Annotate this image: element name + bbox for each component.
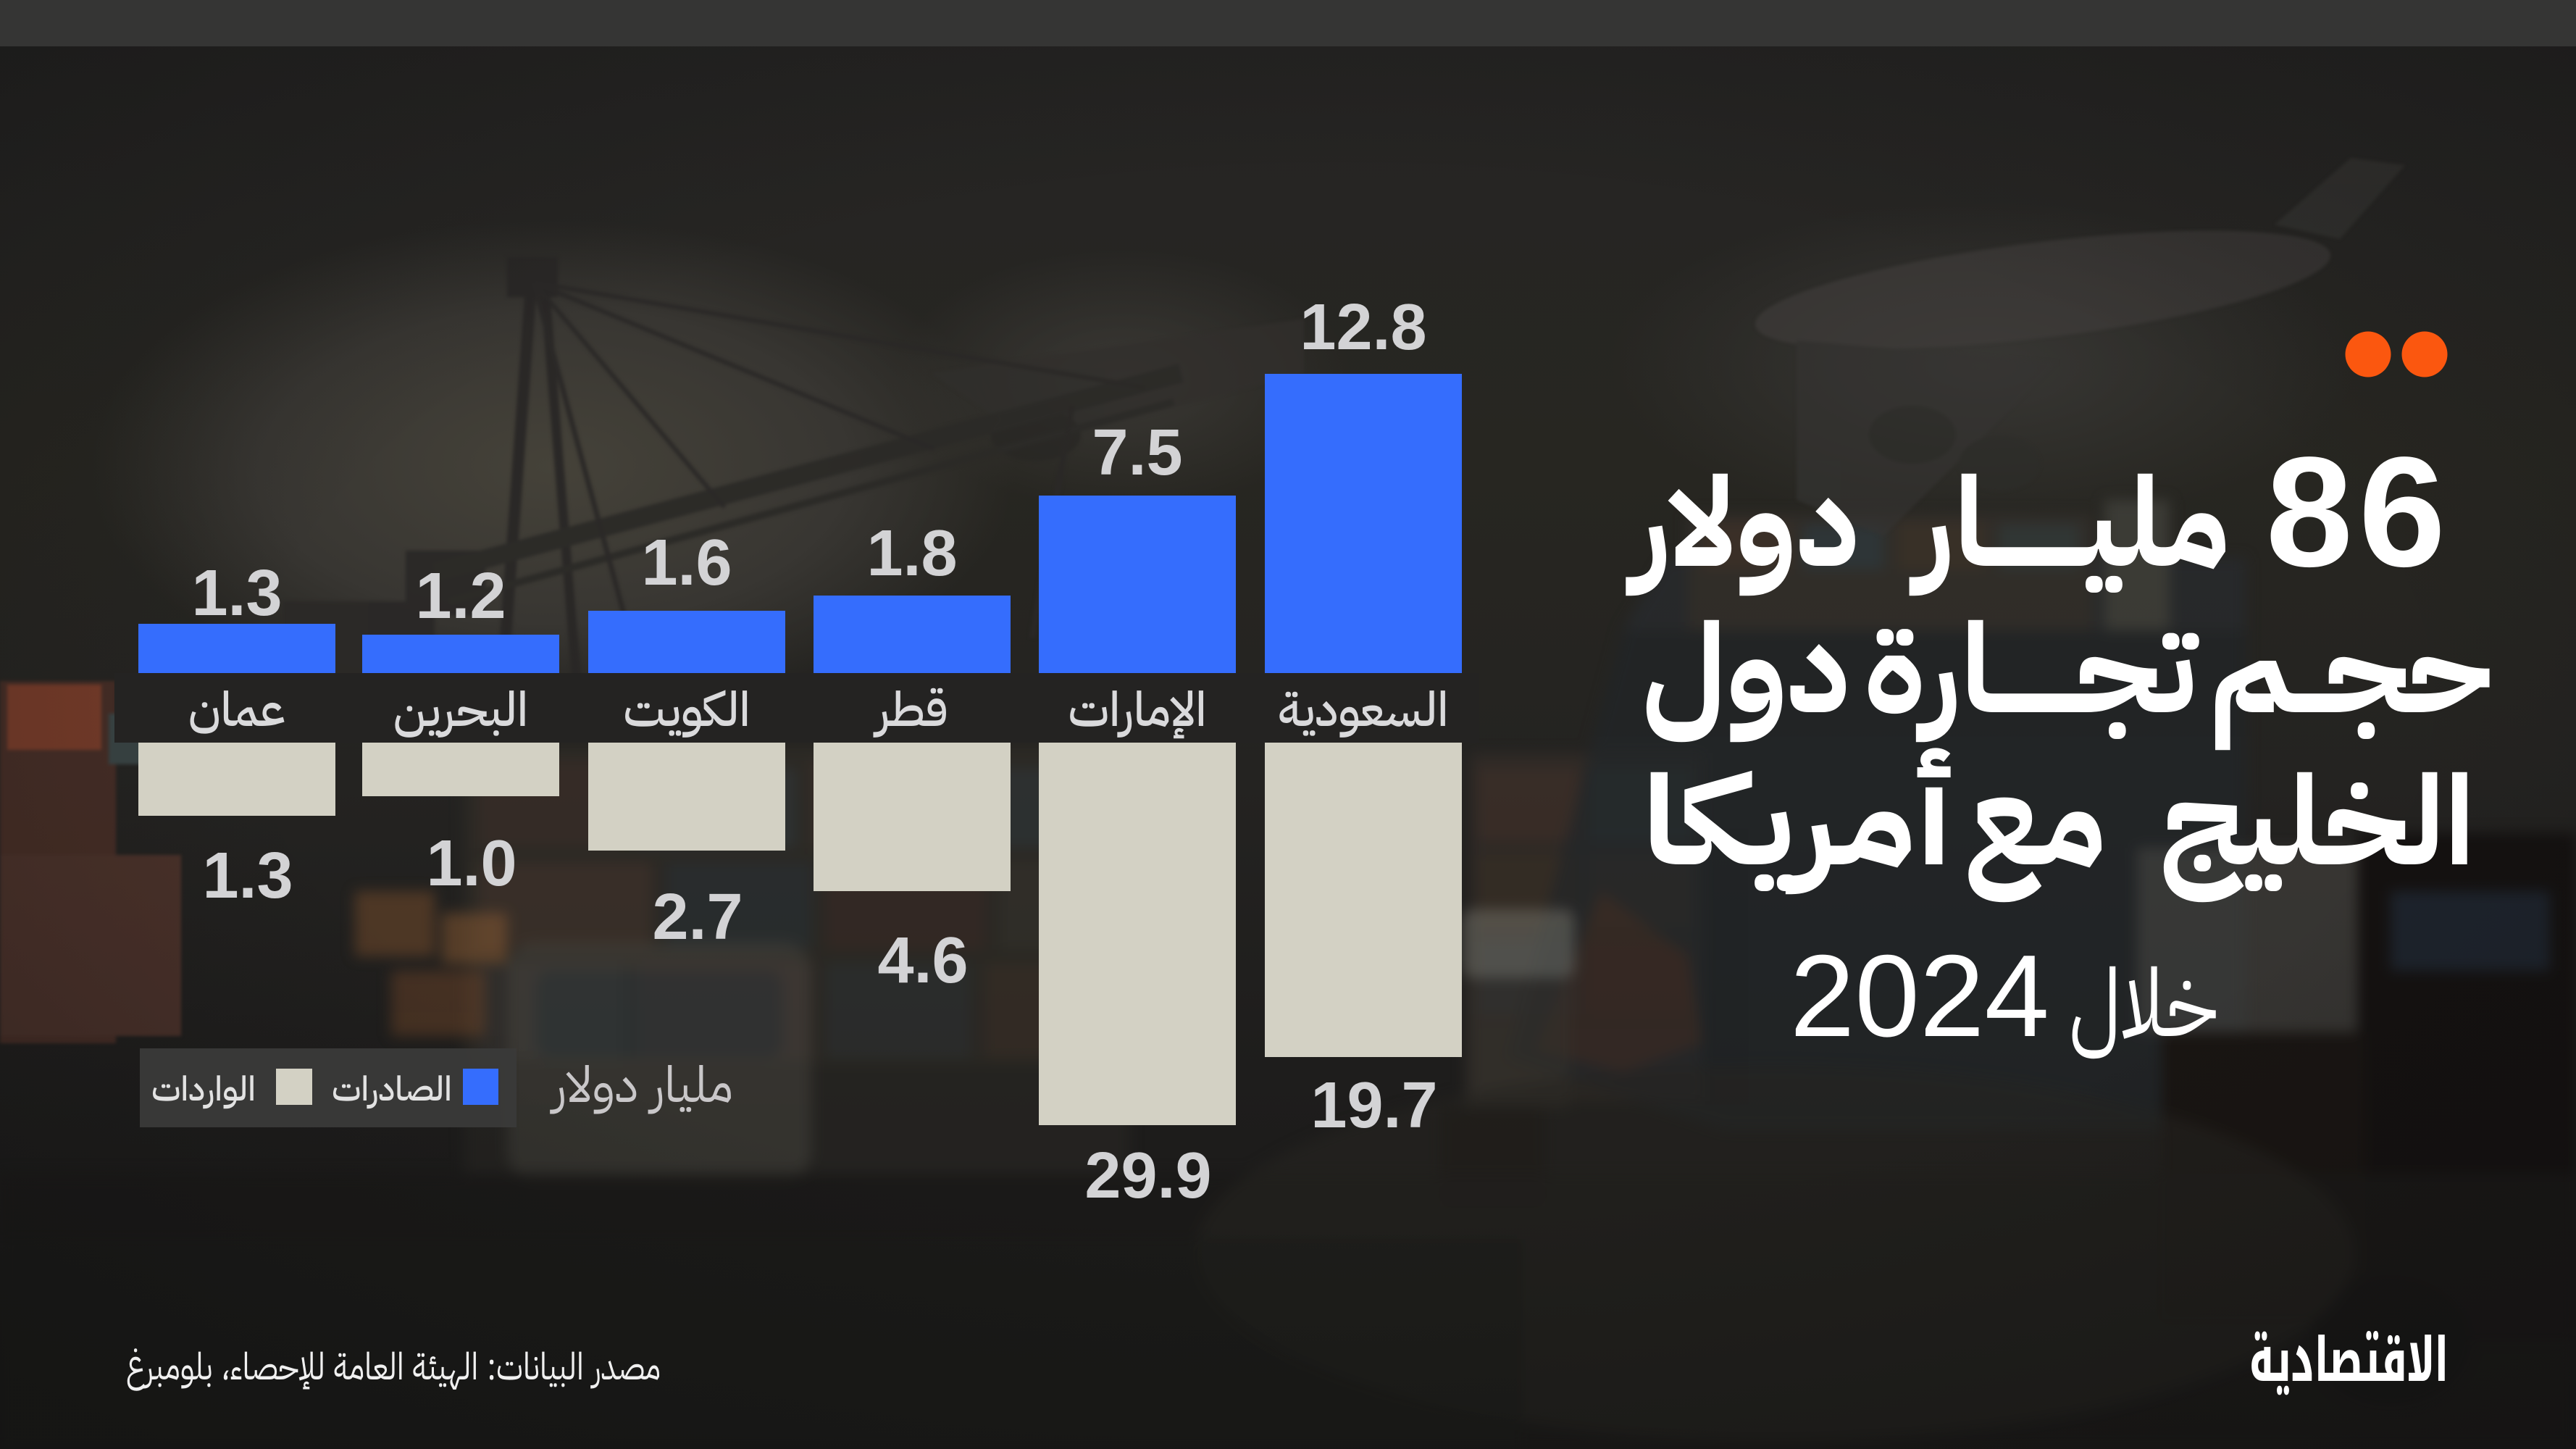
svg-text:1.3: 1.3 bbox=[202, 840, 293, 912]
svg-text:1.8: 1.8 bbox=[866, 517, 957, 590]
svg-text:1.3: 1.3 bbox=[191, 557, 282, 630]
svg-text:4.6: 4.6 bbox=[877, 924, 968, 997]
svg-text:7.5: 7.5 bbox=[1092, 417, 1182, 489]
svg-text:2024: 2024 bbox=[1790, 931, 2049, 1061]
svg-text:1.0: 1.0 bbox=[426, 827, 517, 900]
svg-text:12.8: 12.8 bbox=[1300, 291, 1426, 364]
svg-text:86: 86 bbox=[2266, 424, 2451, 599]
svg-text:2.7: 2.7 bbox=[652, 881, 743, 953]
svg-text:1.6: 1.6 bbox=[641, 527, 732, 599]
svg-text:29.9: 29.9 bbox=[1084, 1140, 1211, 1212]
svg-text:1.2: 1.2 bbox=[415, 560, 506, 632]
svg-text:19.7: 19.7 bbox=[1310, 1069, 1437, 1142]
